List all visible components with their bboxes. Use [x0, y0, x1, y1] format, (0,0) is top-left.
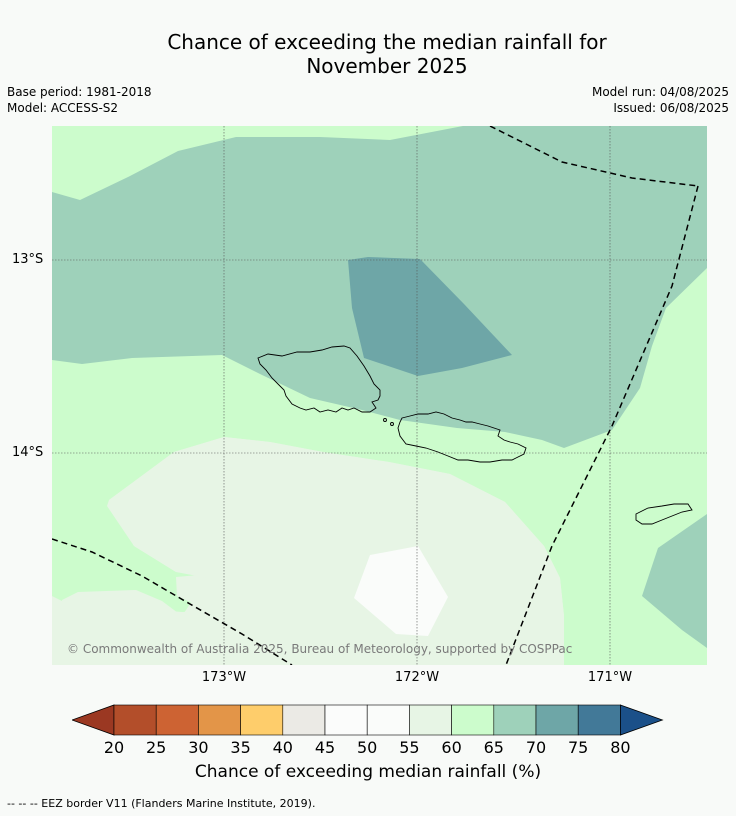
region-50-55: [354, 546, 448, 636]
eez-note: -- -- -- EEZ border V11 (Flanders Marine…: [7, 797, 316, 810]
colorbar-extend-high: [620, 704, 664, 736]
islands: [257, 345, 693, 525]
region-65-70-se: [642, 514, 707, 648]
savaii-island: [257, 345, 381, 413]
upolu-island: [397, 411, 527, 463]
eez-border-east: [505, 185, 699, 665]
colorbar-tick-label: 30: [188, 738, 209, 757]
title-line-2: November 2025: [306, 54, 468, 78]
colorbar-cell: [282, 704, 326, 736]
eez-border-north: [489, 126, 699, 187]
issued-date: Issued: 06/08/2025: [613, 101, 729, 115]
colorbar-cell: [240, 704, 284, 736]
colorbar-tick-label: 70: [525, 738, 547, 757]
colorbar-cell: [324, 704, 368, 736]
colorbar: [72, 704, 664, 736]
colorbar-tick-label: 80: [610, 738, 631, 757]
lon-label-172w: 172°W: [394, 670, 440, 685]
colorbar-tick-label: 20: [103, 738, 125, 757]
model-name: Model: ACCESS-S2: [7, 101, 119, 115]
colorbar-cell: [366, 704, 410, 736]
colorbar-tick-label: 75: [568, 738, 589, 757]
colorbar-tick-label: 65: [483, 738, 504, 757]
colorbar-tick-label: 50: [357, 738, 378, 757]
colorbar-cell: [155, 704, 199, 736]
colorbar-cell: [451, 704, 495, 736]
region-70-75: [348, 257, 512, 376]
tutuila-island: [635, 503, 693, 525]
lat-label-14s: 14°S: [12, 445, 44, 460]
map-title: Chance of exceeding the median rainfall …: [0, 30, 736, 78]
base-period: Base period: 1981-2018: [7, 85, 152, 99]
title-line-1: Chance of exceeding the median rainfall …: [167, 30, 607, 54]
colorbar-cell: [493, 704, 537, 736]
lon-label-173w: 173°W: [201, 670, 247, 685]
colorbar-tick-label: 60: [441, 738, 462, 757]
lat-label-13s: 13°S: [12, 252, 44, 267]
copyright-note: © Commonwealth of Australia 2025, Bureau…: [67, 642, 573, 656]
colorbar-tick-label: 55: [399, 738, 420, 757]
graticule: [52, 126, 707, 665]
meta-right: Model run: 04/08/2025 Issued: 06/08/2025: [592, 84, 729, 116]
colorbar-cell: [113, 704, 157, 736]
eez-border-south: [52, 538, 293, 665]
lon-label-171w: 171°W: [587, 670, 633, 685]
colorbar-cell: [577, 704, 621, 736]
colorbar-tick-label: 45: [314, 738, 336, 757]
colorbar-tick-label: 35: [230, 738, 251, 757]
colorbar-cell: [409, 704, 452, 736]
colorbar-label: Chance of exceeding median rainfall (%): [194, 762, 542, 782]
colorbar-cell: [198, 704, 241, 736]
eez-borders: [52, 126, 699, 665]
colorbar-cell: [535, 704, 579, 736]
islet-1: [383, 418, 387, 422]
colorbar-tick-label: 40: [272, 738, 293, 757]
colorbar-extend-low: [72, 704, 115, 736]
islet-2: [390, 422, 394, 426]
colorbar-tick-label: 25: [146, 738, 167, 757]
model-run: Model run: 04/08/2025: [591, 85, 729, 99]
meta-left: Base period: 1981-2018 Model: ACCESS-S2: [7, 84, 152, 116]
map-canvas: [52, 126, 707, 665]
